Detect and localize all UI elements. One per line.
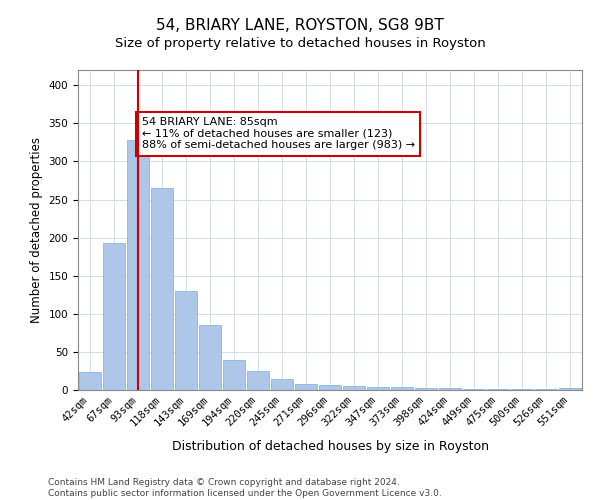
Bar	[151, 188, 173, 390]
Text: 54 BRIARY LANE: 85sqm
← 11% of detached houses are smaller (123)
88% of semi-det: 54 BRIARY LANE: 85sqm ← 11% of detached …	[142, 117, 415, 150]
Bar	[511, 389, 533, 390]
Text: Size of property relative to detached houses in Royston: Size of property relative to detached ho…	[115, 38, 485, 51]
Y-axis label: Number of detached properties: Number of detached properties	[30, 137, 43, 323]
Bar	[439, 388, 461, 390]
Bar	[559, 388, 581, 390]
Bar	[463, 389, 485, 390]
Bar	[127, 140, 149, 390]
Bar	[319, 386, 341, 390]
Text: 54, BRIARY LANE, ROYSTON, SG8 9BT: 54, BRIARY LANE, ROYSTON, SG8 9BT	[156, 18, 444, 32]
Bar	[175, 291, 197, 390]
Bar	[247, 371, 269, 390]
X-axis label: Distribution of detached houses by size in Royston: Distribution of detached houses by size …	[172, 440, 488, 452]
Bar	[295, 384, 317, 390]
Bar	[199, 325, 221, 390]
Bar	[415, 388, 437, 390]
Bar	[103, 243, 125, 390]
Bar	[271, 378, 293, 390]
Bar	[79, 372, 101, 390]
Bar	[343, 386, 365, 390]
Bar	[223, 360, 245, 390]
Bar	[367, 387, 389, 390]
Bar	[391, 387, 413, 390]
Text: Contains HM Land Registry data © Crown copyright and database right 2024.
Contai: Contains HM Land Registry data © Crown c…	[48, 478, 442, 498]
Bar	[487, 389, 509, 390]
Bar	[535, 389, 557, 390]
